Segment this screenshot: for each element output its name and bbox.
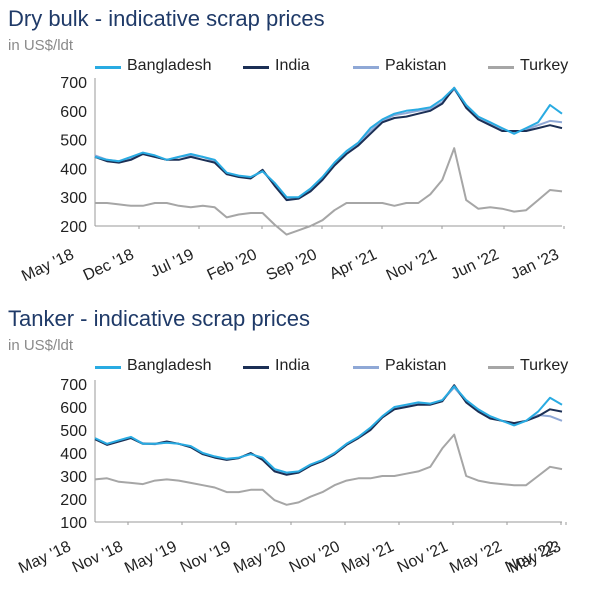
legend-label: Bangladesh [127, 57, 212, 74]
dry-bulk-line-chart: 200 300 400 500 600 700 May '18 Dec '18 Jul '19 F… [19, 75, 565, 285]
legend-label: Turkey [520, 57, 569, 74]
x-tick-label: Jan '23 [508, 246, 562, 283]
y-tick-label: 500 [60, 133, 87, 150]
x-tick-label: Nov '20 [287, 538, 343, 576]
x-tick-label: Nov '19 [178, 538, 234, 576]
x-tick-label: May '18 [16, 538, 74, 577]
y-tick-label: 100 [60, 515, 87, 532]
y-tick-label: 700 [60, 377, 87, 394]
y-tick-label: 400 [60, 446, 87, 463]
x-tick-label: Dec '18 [81, 246, 137, 284]
legend: Bangladesh India Pakistan Turkey [95, 56, 585, 78]
x-tick-label: May '21 [339, 538, 397, 577]
x-tick-label: May '23 [506, 538, 564, 577]
legend-swatch [95, 66, 121, 69]
series-line-india [94, 384, 563, 476]
series-line-india [94, 86, 563, 202]
series-line-turkey [95, 147, 563, 236]
y-tick-label: 500 [60, 423, 87, 440]
legend-swatch [488, 366, 514, 369]
legend-label: Bangladesh [127, 357, 212, 374]
unit-label: in US$/ldt [8, 337, 74, 354]
y-tick-label: 400 [60, 161, 87, 178]
x-tick-label: Apr '21 [327, 246, 380, 283]
x-tick-label: Jul '19 [148, 246, 197, 281]
legend-label: Pakistan [385, 57, 447, 74]
series-line-bangladesh [94, 86, 563, 199]
y-tick-label: 300 [60, 469, 87, 486]
x-tick-label: May '20 [231, 538, 289, 577]
x-tick-label: Jun '22 [448, 246, 502, 283]
series-line-pakistan [94, 386, 563, 475]
chart-title: Dry bulk - indicative scrap prices [8, 6, 325, 31]
y-tick-label: 700 [60, 75, 87, 92]
x-tick-label: Feb '20 [205, 246, 260, 284]
tanker-panel: Tanker - indicative scrap prices in US$/… [0, 300, 593, 600]
x-tick-label: Sep '20 [264, 246, 320, 284]
y-tick-label: 200 [60, 492, 87, 509]
legend-label: Pakistan [385, 357, 447, 374]
legend: Bangladesh India Pakistan Turkey [95, 356, 585, 378]
y-tick-label: 600 [60, 104, 87, 121]
series-line-bangladesh [94, 385, 563, 474]
legend-swatch [353, 66, 379, 69]
series-line-pakistan [94, 88, 563, 200]
chart-title: Tanker - indicative scrap prices [8, 306, 311, 331]
x-tick-label: May '18 [19, 246, 77, 285]
legend-swatch [95, 366, 121, 369]
x-tick-label: Nov '18 [70, 538, 126, 576]
legend-label: India [275, 57, 310, 74]
y-tick-label: 200 [60, 219, 87, 236]
legend-label: India [275, 357, 310, 374]
y-tick-label: 300 [60, 190, 87, 207]
x-tick-label: May '19 [122, 538, 180, 577]
unit-label: in US$/ldt [8, 37, 74, 54]
dry-bulk-panel: Dry bulk - indicative scrap prices in US… [8, 6, 585, 285]
x-tick-label: Nov '21 [384, 246, 440, 284]
x-tick-label: May '22 [447, 538, 505, 577]
legend-swatch [243, 66, 269, 69]
series-line-turkey [94, 433, 563, 506]
legend-swatch [353, 366, 379, 369]
legend-swatch [243, 366, 269, 369]
x-tick-label: Nov '21 [395, 538, 451, 576]
y-tick-label: 600 [60, 400, 87, 417]
legend-label: Turkey [520, 357, 569, 374]
legend-swatch [488, 66, 514, 69]
